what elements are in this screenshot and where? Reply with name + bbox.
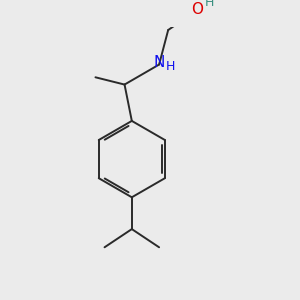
Text: O: O xyxy=(191,2,203,16)
Text: N: N xyxy=(153,55,165,70)
Text: H: H xyxy=(204,0,214,9)
Text: H: H xyxy=(166,60,176,73)
